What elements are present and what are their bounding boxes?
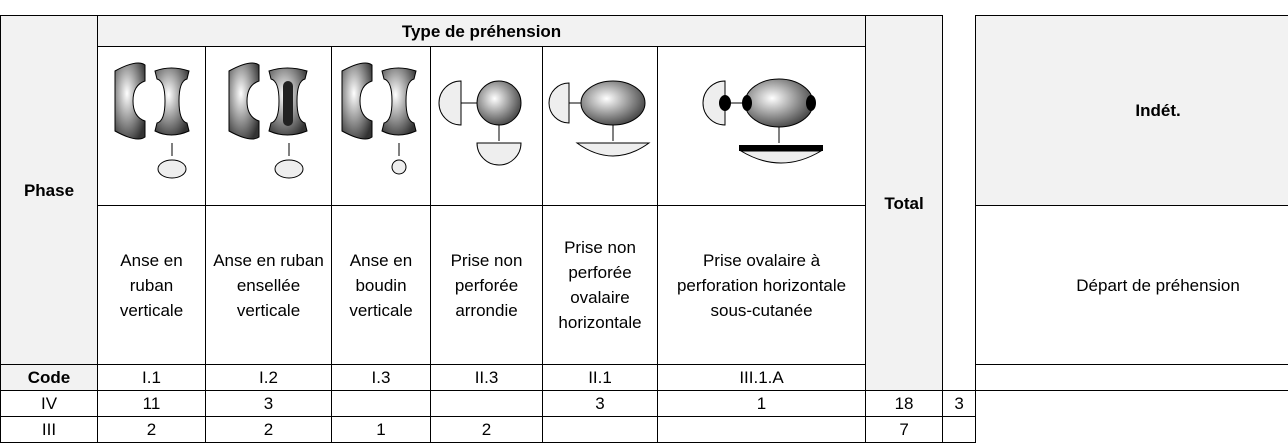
count-cell: 2 — [98, 417, 206, 443]
count-cell: 1 — [332, 417, 431, 443]
grip-image — [206, 47, 332, 206]
count-cell: 1 — [658, 391, 866, 417]
grip-image — [98, 47, 206, 206]
grip-code: I.1 — [98, 365, 206, 391]
total-header: Total — [866, 16, 943, 391]
grip-code: III.1.A — [658, 365, 866, 391]
phase-label: III — [1, 417, 98, 443]
indet-cell — [943, 417, 976, 443]
indet-description: Départ de préhension — [976, 206, 1288, 365]
grip-table: Phase Type de préhension Total Indét. An… — [0, 15, 1288, 443]
grip-description: Anse en boudin verticale — [332, 206, 431, 365]
indet-cell: 3 — [943, 391, 976, 417]
count-cell — [543, 417, 658, 443]
indet-code — [976, 365, 1288, 391]
gap — [943, 16, 976, 391]
grip-image — [543, 47, 658, 206]
grip-description: Anse en ruban verticale — [98, 206, 206, 365]
code-header: Code — [1, 365, 98, 391]
grip-code: II.1 — [543, 365, 658, 391]
grip-code: I.2 — [206, 365, 332, 391]
grip-code: II.3 — [431, 365, 543, 391]
count-cell — [332, 391, 431, 417]
indet-header: Indét. — [976, 16, 1288, 206]
grip-image — [431, 47, 543, 206]
table-title: Type de préhension — [98, 16, 866, 47]
count-cell — [431, 391, 543, 417]
grip-description: Prise non perforée arrondie — [431, 206, 543, 365]
count-cell — [658, 417, 866, 443]
count-cell: 3 — [543, 391, 658, 417]
grip-description: Anse en ruban ensellée verticale — [206, 206, 332, 365]
grip-code: I.3 — [332, 365, 431, 391]
total-cell: 18 — [866, 391, 943, 417]
count-cell: 2 — [431, 417, 543, 443]
grip-description: Prise non perforée ovalaire horizontale — [543, 206, 658, 365]
grip-description: Prise ovalaire à perforation horizontale… — [658, 206, 866, 365]
total-cell: 7 — [866, 417, 943, 443]
phase-header: Phase — [1, 16, 98, 365]
phase-label: IV — [1, 391, 98, 417]
grip-image — [332, 47, 431, 206]
count-cell: 2 — [206, 417, 332, 443]
grip-image — [658, 47, 866, 206]
count-cell: 3 — [206, 391, 332, 417]
count-cell: 11 — [98, 391, 206, 417]
